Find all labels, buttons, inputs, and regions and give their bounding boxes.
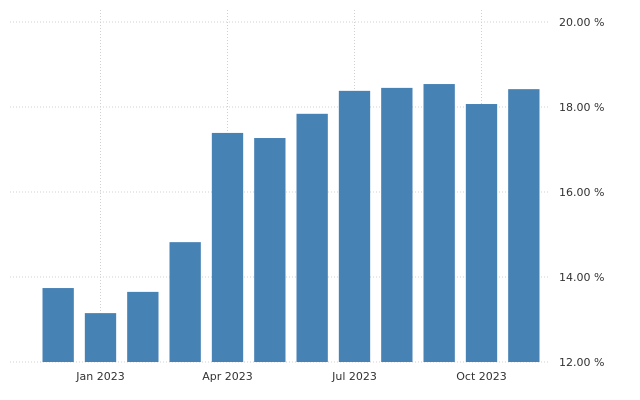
y-tick-label: 14.00 %	[559, 271, 604, 284]
bar	[127, 291, 159, 362]
bar	[254, 138, 286, 362]
bar	[211, 132, 244, 362]
y-tick-label: 20.00 %	[559, 16, 604, 29]
x-tick-label: Jan 2023	[75, 370, 124, 383]
bar	[423, 84, 455, 363]
bar	[169, 242, 201, 362]
x-tick-label: Oct 2023	[456, 370, 507, 383]
bar	[381, 87, 413, 362]
y-tick-label: 16.00 %	[559, 186, 604, 199]
x-tick-label: Jul 2023	[331, 370, 377, 383]
bar	[465, 104, 498, 363]
bar	[296, 113, 328, 362]
bar	[508, 89, 540, 363]
bar	[42, 288, 74, 362]
x-tick-label: Apr 2023	[202, 370, 253, 383]
bar	[338, 90, 371, 362]
bar	[84, 313, 117, 362]
y-tick-label: 18.00 %	[559, 101, 604, 114]
y-tick-label: 12.00 %	[559, 356, 604, 369]
